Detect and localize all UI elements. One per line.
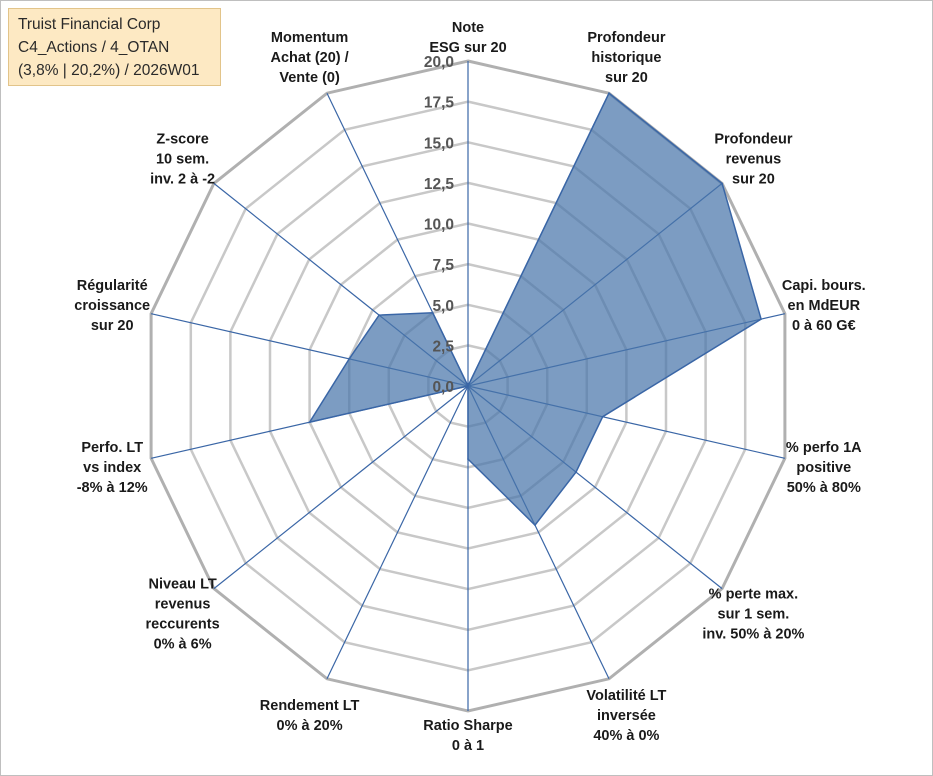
tick-label: 20,0	[424, 54, 454, 71]
series-area	[308, 92, 762, 527]
tick-label: 7,5	[432, 257, 454, 274]
axis-labels: Note ESG sur 20 Profondeur historique sur 20…	[74, 20, 865, 754]
axis-label: Ratio Sharpe 0 à 1	[423, 718, 512, 754]
axis-label: Rendement LT 0% à 20%	[260, 698, 360, 734]
axis-label: Momentum Achat (20) / Vente (0)	[271, 30, 349, 86]
category-label: C4_Actions / 4_OTAN	[18, 39, 170, 56]
data-point	[601, 415, 604, 418]
axis-spoke	[213, 385, 469, 590]
axis-label: Profondeur revenus sur 20	[714, 131, 792, 187]
tick-label: 10,0	[424, 217, 454, 234]
tick-label: 2,5	[432, 338, 454, 355]
tick-label: 12,5	[424, 176, 455, 193]
data-point	[467, 458, 469, 460]
axis-label: Perfo. LT vs index -8% à 12%	[77, 440, 148, 496]
axis-label: % perte max. sur 1 sem. inv. 50% à 20%	[702, 587, 804, 643]
axis-label: Profondeur historique sur 20	[587, 30, 665, 86]
data-point	[378, 314, 380, 316]
stats-label: (3,8% | 20,2%) / 2026W01	[18, 62, 200, 79]
data-series	[308, 92, 762, 527]
data-point	[534, 524, 536, 526]
tick-label: 0,0	[432, 379, 454, 396]
data-point	[308, 421, 311, 424]
tick-labels: 0,0 2,5 5,0 7,5 10,0 12,5 15,0 17,5 20,0	[424, 54, 455, 396]
axis-label: Note ESG sur 20	[429, 20, 506, 56]
axis-spoke	[326, 385, 469, 680]
axis-label: Niveau LT revenus reccurents 0% à 6%	[146, 577, 220, 653]
data-point	[431, 312, 434, 314]
axis-label: Capi. bours. en MdEUR 0 à 60 G€	[782, 278, 866, 334]
axis-label: % perfo 1A positive 50% à 80%	[786, 440, 862, 496]
data-point	[721, 182, 723, 185]
info-box: Truist Financial Corp C4_Actions / 4_OTA…	[8, 8, 221, 86]
tick-label: 15,0	[424, 135, 454, 152]
company-name: Truist Financial Corp	[18, 16, 161, 33]
tick-label: 5,0	[432, 298, 454, 315]
data-point	[760, 318, 762, 320]
tick-label: 17,5	[424, 95, 455, 112]
axis-label: Z-score 10 sem. inv. 2 à -2	[150, 131, 215, 187]
axis-label: Régularité croissance sur 20	[74, 278, 150, 334]
data-point	[608, 92, 610, 94]
axis-label: Volatilité LT inversée 40% à 0%	[586, 688, 666, 744]
data-point	[575, 471, 577, 473]
data-point	[348, 358, 351, 360]
data-point	[467, 385, 469, 387]
